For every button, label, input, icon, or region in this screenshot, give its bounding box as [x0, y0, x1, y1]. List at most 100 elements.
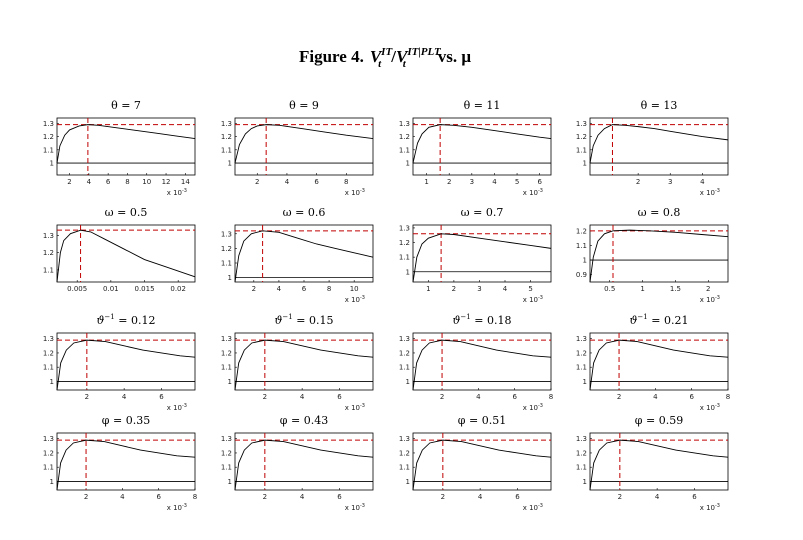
- y-tick-label: 1.2: [576, 133, 587, 141]
- title-symbol: ϑ: [97, 314, 105, 327]
- subplot-title: ϑ−1 = 0.12: [97, 313, 156, 327]
- y-tick-label: 1.1: [399, 364, 410, 372]
- multiplier-base: x 10: [345, 504, 360, 512]
- multiplier-exp: -3: [360, 503, 365, 509]
- y-tick-label: 1.1: [576, 464, 587, 472]
- axes-box: [412, 117, 552, 176]
- x-tick-label: 6: [159, 393, 164, 401]
- title-rest: = 0.18: [471, 314, 512, 327]
- x-multiplier: x 10-3: [523, 295, 543, 304]
- x-tick-label: 8: [125, 178, 129, 186]
- y-tick-label: 1: [583, 478, 587, 486]
- x-tick-label: 6: [337, 493, 342, 501]
- y-tick-label: 1.1: [221, 146, 232, 154]
- subplot-title: θ = 7: [111, 99, 141, 112]
- x-tick-label: 4: [478, 493, 483, 501]
- subplot-title: φ = 0.51: [458, 414, 506, 427]
- y-tick-label: 1.1: [576, 364, 587, 372]
- x-tick-label: 6: [156, 493, 161, 501]
- subplot-title: φ = 0.59: [635, 414, 683, 427]
- x-tick-label: 2: [84, 493, 88, 501]
- y-tick-label: 1: [583, 160, 587, 168]
- title-num-sub: t: [378, 58, 382, 70]
- x-multiplier: x 10-3: [167, 503, 187, 512]
- x-tick-label: 8: [193, 493, 197, 501]
- subplot-title: ϑ−1 = 0.18: [453, 313, 512, 327]
- x-tick-label: 6: [537, 178, 542, 186]
- subplot-title: ω = 0.7: [461, 206, 504, 219]
- x-tick-label: 6: [515, 493, 520, 501]
- x-tick-label: 4: [87, 178, 92, 186]
- y-tick-label: 1.3: [43, 435, 54, 443]
- multiplier-exp: -3: [182, 188, 187, 194]
- title-den-sub: t: [403, 58, 407, 70]
- axes-box: [234, 117, 374, 176]
- curve: [234, 230, 374, 283]
- x-tick-label: 0.015: [134, 285, 154, 293]
- curve: [412, 124, 552, 164]
- multiplier-exp: -3: [538, 503, 543, 509]
- x-tick-label: 3: [477, 285, 481, 293]
- y-tick-label: 1.2: [43, 133, 54, 141]
- axes-box: [56, 432, 196, 491]
- y-tick-label: 1: [583, 257, 587, 265]
- multiplier-base: x 10: [523, 404, 538, 412]
- title-tail: vs. μ: [438, 47, 472, 66]
- y-tick-label: 1.2: [399, 449, 410, 457]
- multiplier-base: x 10: [167, 189, 182, 197]
- x-tick-label: 6: [512, 393, 517, 401]
- y-tick-label: 1.3: [221, 120, 232, 128]
- y-tick-label: 1.1: [399, 254, 410, 262]
- title-sup: −1: [637, 313, 647, 321]
- axes-box: [234, 432, 374, 491]
- multiplier-base: x 10: [523, 296, 538, 304]
- title-label: Figure 4.: [299, 47, 364, 66]
- subplot-title: θ = 11: [464, 99, 501, 112]
- x-tick-label: 10: [142, 178, 151, 186]
- subplot-title: ω = 0.8: [638, 206, 681, 219]
- x-tick-label: 2: [441, 493, 445, 501]
- x-tick-label: 4: [300, 393, 305, 401]
- x-tick-label: 12: [162, 178, 171, 186]
- multiplier-base: x 10: [700, 404, 715, 412]
- y-tick-label: 1.1: [43, 146, 54, 154]
- y-tick-label: 1.3: [221, 230, 232, 238]
- x-tick-label: 4: [503, 285, 508, 293]
- multiplier-exp: -3: [715, 188, 720, 194]
- x-multiplier: x 10-3: [167, 188, 187, 197]
- x-tick-label: 8: [327, 285, 331, 293]
- x-multiplier: x 10-3: [167, 403, 187, 412]
- curve: [56, 439, 196, 491]
- x-tick-label: 2: [67, 178, 71, 186]
- title-slash: /: [390, 47, 396, 66]
- y-tick-label: 1.3: [576, 120, 587, 128]
- y-tick-label: 1.3: [399, 335, 410, 343]
- curve: [56, 229, 196, 283]
- y-tick-label: 1: [406, 378, 410, 386]
- y-tick-label: 1.1: [221, 464, 232, 472]
- y-tick-label: 1: [228, 378, 232, 386]
- x-multiplier: x 10-3: [700, 503, 720, 512]
- y-tick-label: 1.1: [43, 364, 54, 372]
- x-tick-label: 4: [653, 393, 658, 401]
- y-tick-label: 1.3: [576, 335, 587, 343]
- multiplier-exp: -3: [360, 188, 365, 194]
- multiplier-base: x 10: [700, 189, 715, 197]
- x-tick-label: 2: [263, 493, 267, 501]
- x-multiplier: x 10-3: [523, 503, 543, 512]
- curve: [234, 124, 374, 164]
- subplot-title: ω = 0.6: [283, 206, 326, 219]
- x-tick-label: 0.01: [103, 285, 119, 293]
- y-tick-label: 1.3: [43, 120, 54, 128]
- x-tick-label: 4: [285, 178, 290, 186]
- multiplier-base: x 10: [345, 404, 360, 412]
- x-tick-label: 6: [692, 493, 697, 501]
- x-tick-label: 2: [617, 393, 621, 401]
- y-tick-label: 1.3: [221, 435, 232, 443]
- x-tick-label: 2: [85, 393, 89, 401]
- title-rest: = 0.12: [115, 314, 156, 327]
- axes-box: [589, 432, 729, 491]
- title-symbol: ϑ: [630, 314, 638, 327]
- y-tick-label: 1.3: [399, 120, 410, 128]
- curve: [589, 124, 729, 164]
